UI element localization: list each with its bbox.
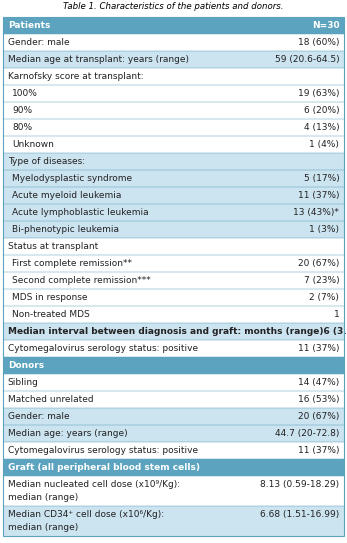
Text: Second complete remission***: Second complete remission***: [12, 276, 151, 285]
Text: 100%: 100%: [12, 89, 38, 98]
Text: 20 (67%): 20 (67%): [298, 412, 339, 421]
Text: 11 (37%): 11 (37%): [298, 344, 339, 353]
Text: 80%: 80%: [12, 123, 32, 132]
Text: 59 (20.6-64.5): 59 (20.6-64.5): [275, 55, 339, 64]
Text: 20 (67%): 20 (67%): [298, 259, 339, 268]
Text: Acute myeloid leukemia: Acute myeloid leukemia: [12, 191, 121, 200]
Text: Myelodysplastic syndrome: Myelodysplastic syndrome: [12, 174, 132, 183]
Text: Median age at transplant: years (range): Median age at transplant: years (range): [8, 55, 189, 64]
Text: 18 (60%): 18 (60%): [298, 38, 339, 47]
Text: 2 (7%): 2 (7%): [310, 293, 339, 302]
Text: 1 (3%): 1 (3%): [310, 225, 339, 234]
Text: Unknown: Unknown: [12, 140, 54, 149]
Text: median (range): median (range): [8, 493, 78, 502]
Text: 8.13 (0.59-18.29): 8.13 (0.59-18.29): [260, 480, 339, 489]
Text: 90%: 90%: [12, 106, 32, 115]
Text: Gender: male: Gender: male: [8, 412, 69, 421]
Text: Non-treated MDS: Non-treated MDS: [12, 310, 90, 319]
Text: Karnofsky score at transplant:: Karnofsky score at transplant:: [8, 72, 143, 81]
Text: Cytomegalovirus serology status: positive: Cytomegalovirus serology status: positiv…: [8, 344, 198, 353]
Text: First complete remission**: First complete remission**: [12, 259, 132, 268]
Text: 1 (4%): 1 (4%): [310, 140, 339, 149]
Text: Gender: male: Gender: male: [8, 38, 69, 47]
Text: 11 (37%): 11 (37%): [298, 191, 339, 200]
Text: 7 (23%): 7 (23%): [304, 276, 339, 285]
Text: Median interval between diagnosis and graft: months (range)6 (3.8-124): Median interval between diagnosis and gr…: [8, 327, 347, 336]
Text: Type of diseases:: Type of diseases:: [8, 157, 85, 166]
Text: 16 (53%): 16 (53%): [298, 395, 339, 404]
Text: Graft (all peripheral blood stem cells): Graft (all peripheral blood stem cells): [8, 463, 200, 472]
Text: Median CD34⁺ cell dose (x10⁶/Kg):: Median CD34⁺ cell dose (x10⁶/Kg):: [8, 510, 164, 519]
Text: Sibling: Sibling: [8, 378, 39, 387]
Text: 6.68 (1.51-16.99): 6.68 (1.51-16.99): [260, 510, 339, 519]
Text: Cytomegalovirus serology status: positive: Cytomegalovirus serology status: positiv…: [8, 446, 198, 455]
Text: Donors: Donors: [8, 361, 44, 370]
Text: N=30: N=30: [312, 21, 339, 30]
Text: Median nucleated cell dose (x10⁹/Kg):: Median nucleated cell dose (x10⁹/Kg):: [8, 480, 180, 489]
Text: MDS in response: MDS in response: [12, 293, 88, 302]
Text: Table 1. Characteristics of the patients and donors.: Table 1. Characteristics of the patients…: [63, 2, 284, 11]
Text: 13 (43%)*: 13 (43%)*: [294, 208, 339, 217]
Text: Status at transplant: Status at transplant: [8, 242, 98, 251]
Text: 11 (37%): 11 (37%): [298, 446, 339, 455]
Text: 19 (63%): 19 (63%): [298, 89, 339, 98]
Text: 44.7 (20-72.8): 44.7 (20-72.8): [275, 429, 339, 438]
Text: 4 (13%): 4 (13%): [304, 123, 339, 132]
Text: 14 (47%): 14 (47%): [298, 378, 339, 387]
Text: 6 (20%): 6 (20%): [304, 106, 339, 115]
Text: Bi-phenotypic leukemia: Bi-phenotypic leukemia: [12, 225, 119, 234]
Text: Patients: Patients: [8, 21, 50, 30]
Text: Acute lymphoblastic leukemia: Acute lymphoblastic leukemia: [12, 208, 149, 217]
Text: Median age: years (range): Median age: years (range): [8, 429, 127, 438]
Text: 1: 1: [333, 310, 339, 319]
Text: median (range): median (range): [8, 523, 78, 532]
Text: 5 (17%): 5 (17%): [304, 174, 339, 183]
Text: Matched unrelated: Matched unrelated: [8, 395, 93, 404]
